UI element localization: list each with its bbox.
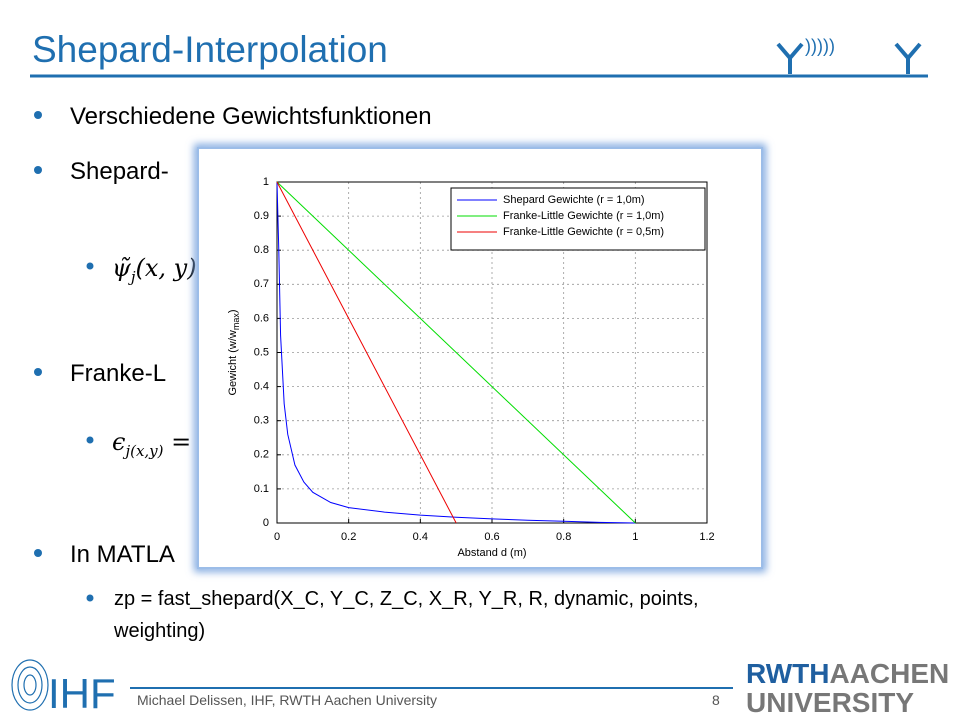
- y-tick-label: 0.6: [254, 312, 269, 324]
- bullet: Franke-L: [70, 360, 166, 387]
- x-tick-label: 0.4: [413, 531, 428, 543]
- y-tick-label: 0.3: [254, 415, 269, 427]
- footer: Michael Delissen, IHF, RWTH Aachen Unive…: [137, 692, 437, 708]
- y-tick-label: 0.9: [254, 210, 269, 222]
- x-axis-label: Abstand d (m): [457, 547, 526, 559]
- chart: 0 0.2 0.4 0.6 0.8 1 1.2 0 0.1 0.2 0.3 0.4 0.5 0.6 0.7 0…: [227, 176, 715, 559]
- y-tick-label: 0.7: [254, 278, 269, 290]
- y-axis-label-part: ): [227, 309, 239, 313]
- x-tick-label: 0: [274, 531, 280, 543]
- logo-ihf: IHF: [48, 670, 116, 717]
- legend-label: Franke-Little Gewichte (r = 1,0m): [503, 210, 664, 222]
- y-tick-label: 0.2: [254, 449, 269, 461]
- ihf-waves: [11, 659, 49, 711]
- y-tick-label: 0.1: [254, 483, 269, 495]
- y-tick-label: 0.8: [254, 244, 269, 256]
- code-line: zp = fast_shepard(X_C, Y_C, Z_C, X_R, Y_…: [114, 588, 699, 610]
- bullet: In MATLA: [70, 541, 175, 568]
- data-line: [276, 181, 636, 524]
- x-tick-label: 0.8: [556, 531, 571, 543]
- x-tick-label: 0.2: [341, 531, 356, 543]
- x-tick-label: 0.6: [484, 531, 499, 543]
- formula-part: =: [164, 428, 192, 456]
- antenna-icons: [776, 42, 922, 74]
- formula: ϵj(x,y) =: [112, 428, 191, 460]
- logo-part: RWTH: [746, 658, 829, 689]
- formula: ψ̃j(x, y): [112, 254, 197, 286]
- bullet: Shepard-: [70, 158, 169, 185]
- formula-sub: j: [128, 268, 136, 286]
- page-number: 8: [712, 692, 720, 708]
- x-tick-label: 1: [632, 531, 638, 543]
- signal-icon: ))))): [805, 36, 835, 56]
- y-tick-label: 0.5: [254, 346, 269, 358]
- formula-part: ψ̃: [112, 254, 132, 282]
- x-tick-label: 1.2: [699, 531, 714, 543]
- formula-part: (x, y): [135, 254, 196, 282]
- y-axis-label-part: Gewicht (w/w: [227, 330, 239, 395]
- bullet: Verschiedene Gewichtsfunktionen: [70, 103, 432, 130]
- y-axis-label: Gewicht (w/wmax): [227, 309, 241, 395]
- y-tick-label: 1: [263, 176, 269, 188]
- logo-part: AACHEN: [829, 658, 949, 689]
- code-line: weighting): [113, 620, 205, 642]
- legend-label: Shepard Gewichte (r = 1,0m): [503, 194, 645, 206]
- plot-frame: [276, 181, 708, 524]
- bullets: [34, 111, 94, 602]
- y-tick-label: 0: [263, 517, 269, 529]
- slide-title: Shepard-Interpolation: [32, 29, 388, 70]
- formula-sub: j(x,y): [122, 442, 163, 460]
- legend-box: [450, 187, 706, 251]
- logo-university: UNIVERSITY: [746, 687, 914, 718]
- y-tick-label: 0.4: [254, 381, 269, 393]
- data-line: [276, 181, 457, 524]
- legend-label: Franke-Little Gewichte (r = 0,5m): [503, 226, 664, 238]
- y-axis-label-sub: max: [231, 313, 241, 331]
- formula-part: ϵ: [112, 428, 125, 456]
- logo-rwth: RWTHAACHEN: [746, 658, 949, 689]
- data-line: [276, 181, 636, 524]
